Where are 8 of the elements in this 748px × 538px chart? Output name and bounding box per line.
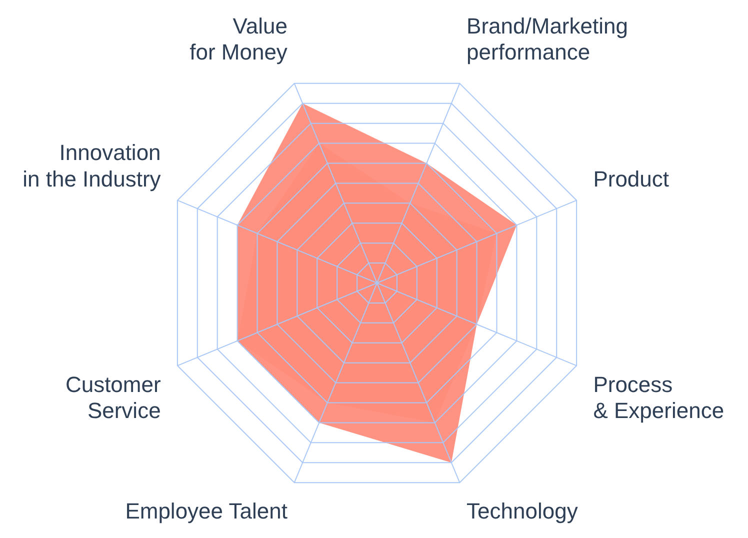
spoke-label: Employee Talent bbox=[125, 498, 288, 524]
spoke-label: Brand/Marketing performance bbox=[466, 13, 628, 65]
spoke-label: Innovation in the Industry bbox=[22, 140, 161, 192]
spoke-label: Technology bbox=[466, 498, 578, 524]
spoke-label: Process & Experience bbox=[593, 372, 724, 424]
spoke-label: Value for Money bbox=[190, 13, 288, 65]
spoke-label: Product bbox=[593, 166, 670, 192]
spoke-label: Customer Service bbox=[65, 372, 161, 424]
